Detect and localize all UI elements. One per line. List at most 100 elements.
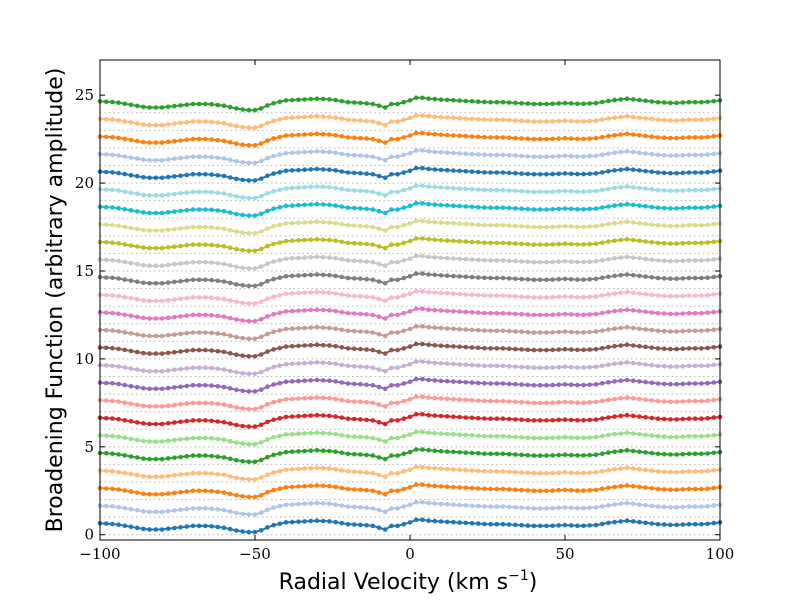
series-21-point-38 (333, 150, 338, 156)
series-11-point-48 (395, 330, 400, 335)
series-2-point-31 (289, 484, 295, 490)
series-8-point-71 (537, 383, 543, 388)
series-20-point-47 (389, 172, 394, 177)
series-19-point-12 (172, 191, 177, 197)
series-24-point-91 (661, 100, 667, 105)
series-20-point-86 (630, 167, 636, 172)
series-12-point-59 (463, 309, 469, 315)
series-7-point-57 (451, 396, 456, 402)
series-8-point-2 (110, 381, 115, 386)
series-3-point-18 (209, 471, 214, 476)
series-6-point-9 (153, 421, 159, 427)
series-3-point-59 (463, 467, 469, 473)
series-10-point-91 (661, 346, 667, 352)
series-13-point-18 (209, 295, 214, 301)
series-12-point-37 (327, 308, 332, 313)
series-23-point-40 (345, 117, 351, 123)
series-11-point-17 (203, 330, 208, 335)
series-12-point-85 (624, 307, 630, 313)
series-20-point-61 (475, 169, 481, 175)
series-1-point-24 (246, 512, 252, 517)
series-18-point-66 (506, 205, 512, 211)
series-24-point-49 (401, 99, 407, 105)
series-0-point-36 (320, 518, 326, 524)
series-24-point-44 (370, 101, 376, 107)
series-5-point-11 (165, 438, 171, 444)
series-18-point-68 (519, 206, 524, 211)
series-15-point-7 (141, 262, 146, 268)
series-23-point-46 (382, 122, 388, 128)
series-11-point-96 (692, 328, 698, 334)
series-14-point-82 (606, 274, 611, 280)
series-15-point-41 (351, 258, 357, 264)
series-22-point-71 (537, 136, 543, 142)
series-14-point-71 (537, 277, 543, 283)
series-15-point-86 (630, 255, 636, 260)
series-0-point-52 (420, 517, 425, 523)
series-1-point-65 (500, 504, 506, 509)
series-5-point-69 (525, 435, 531, 441)
series-4-point-40 (345, 451, 351, 457)
series-20-point-9 (153, 175, 159, 181)
series-1-point-6 (134, 508, 140, 513)
series-4-point-13 (178, 454, 183, 460)
series-22-point-39 (339, 134, 345, 139)
series-5-point-15 (190, 435, 196, 441)
series-22-point-14 (184, 137, 190, 143)
series-12-point-12 (172, 314, 177, 320)
series-17-point-31 (289, 220, 295, 226)
series-3-point-34 (308, 466, 314, 471)
series-6-point-6 (134, 420, 140, 425)
series-24-point-99 (711, 98, 717, 104)
series-23-point-39 (339, 116, 345, 121)
series-4-point-20 (221, 455, 227, 460)
series-8-point-47 (389, 383, 394, 388)
series-6-point-89 (649, 415, 655, 421)
series-12-point-90 (655, 310, 661, 316)
series-0-point-28 (271, 522, 276, 528)
series-21-point-16 (196, 154, 202, 159)
series-1-point-28 (271, 505, 276, 510)
series-8-point-70 (531, 383, 537, 388)
series-6-point-91 (661, 416, 667, 422)
series-16-point-52 (420, 236, 425, 241)
series-18-point-85 (624, 201, 630, 207)
series-15-point-18 (209, 260, 214, 265)
series-12-point-36 (320, 307, 326, 313)
series-18-point-47 (389, 207, 394, 212)
series-19-point-26 (258, 194, 264, 199)
series-11-point-93 (674, 329, 679, 334)
series-1-point-54 (432, 501, 438, 506)
series-18-point-96 (692, 205, 698, 210)
series-10-point-8 (147, 351, 152, 356)
series-3-point-87 (637, 467, 642, 472)
series-1-point-13 (178, 507, 183, 513)
series-3-point-41 (351, 469, 357, 475)
series-15-point-82 (606, 256, 611, 262)
series-4-point-38 (333, 449, 338, 455)
series-19-point-9 (153, 193, 159, 198)
series-2-point-50 (407, 485, 413, 490)
series-23-point-58 (457, 115, 462, 121)
series-0-point-68 (519, 522, 524, 528)
series-18-point-87 (637, 203, 642, 208)
series-2-point-94 (680, 487, 686, 492)
series-21-point-19 (215, 155, 221, 161)
series-18-point-25 (252, 213, 258, 218)
series-1-point-83 (612, 502, 617, 507)
series-24-point-34 (308, 96, 314, 102)
series-17-point-78 (581, 224, 586, 230)
series-14-point-95 (686, 275, 692, 281)
series-1-point-42 (358, 505, 363, 510)
series-9-point-20 (221, 367, 227, 372)
series-9-point-43 (364, 364, 369, 370)
series-6-point-63 (488, 416, 493, 422)
series-21-point-97 (699, 152, 704, 158)
series-12-point-55 (438, 308, 444, 313)
series-5-point-2 (110, 433, 115, 439)
series-8-point-94 (680, 381, 686, 387)
series-6-point-16 (196, 418, 202, 423)
series-1-point-97 (699, 504, 704, 509)
series-13-point-73 (550, 294, 555, 300)
series-11-point-1 (103, 327, 109, 333)
